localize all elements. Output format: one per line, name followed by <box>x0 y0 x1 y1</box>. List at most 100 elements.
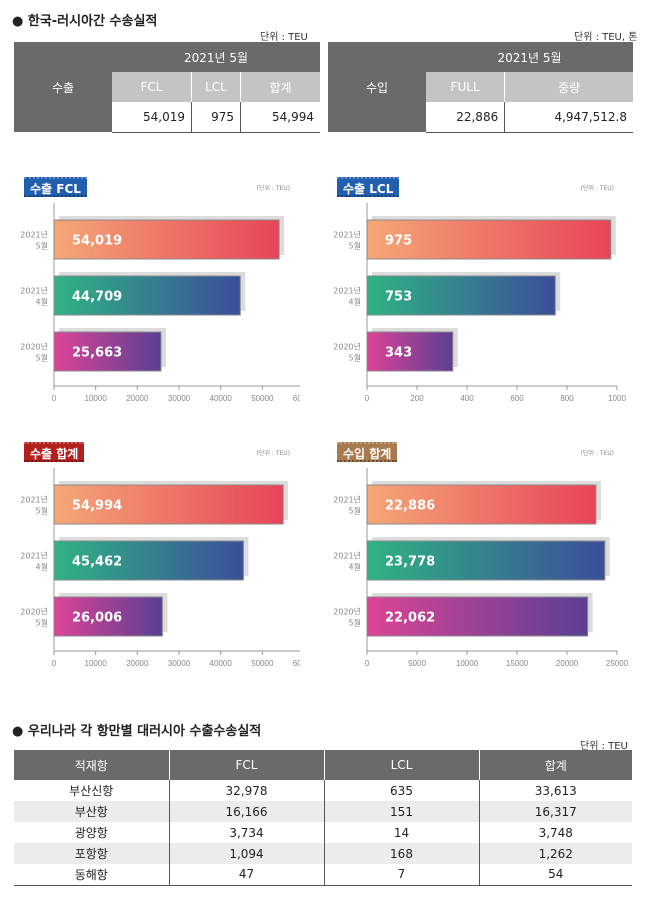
header-port: 적재항 <box>14 750 169 780</box>
bar <box>366 331 454 372</box>
ports-title: ● 우리나라 각 항만별 대러시아 수출수송실적 <box>12 724 262 739</box>
bar <box>366 596 589 637</box>
chart-unit: (단위 : TEU) <box>580 450 614 457</box>
x-tick-label: 0 <box>365 394 370 403</box>
port-fcl: 47 <box>168 864 324 886</box>
bar <box>366 219 612 260</box>
x-tick-label: 10000 <box>456 659 479 668</box>
import-period: 2021년 5월 <box>426 42 633 72</box>
export-row-label: 수출 <box>14 42 112 132</box>
x-tick-label: 600 <box>510 394 524 403</box>
bar-value-label: 753 <box>385 290 412 305</box>
category-label: 4월 <box>349 562 361 572</box>
chart-unit: (단위 : TEU) <box>580 185 614 192</box>
chart-title-badge: 수출 합계 <box>24 442 85 462</box>
x-tick-label: 400 <box>460 394 474 403</box>
category-label: 5월 <box>36 618 48 628</box>
category-label: 4월 <box>349 297 361 307</box>
port-fcl: 16,166 <box>168 801 324 822</box>
x-tick-label: 20000 <box>556 659 579 668</box>
x-tick-label: 10000 <box>85 394 108 403</box>
category-label: 2021년 <box>333 286 361 296</box>
category-label: 5월 <box>36 506 48 516</box>
category-label: 5월 <box>349 618 361 628</box>
table-row: 광양항 3,734 14 3,748 <box>14 822 632 843</box>
category-label: 2020년 <box>20 342 48 352</box>
export-col-lcl: LCL <box>190 72 241 102</box>
import-val-full: 22,886 <box>426 102 505 133</box>
bar-value-label: 22,062 <box>385 611 435 626</box>
port-name: 포항항 <box>14 843 169 864</box>
chart-export-total: 0 10000 20000 30000 40000 50000 60000 54,994 202… <box>0 430 300 680</box>
x-tick-label: 50000 <box>251 659 274 668</box>
bar-value-label: 343 <box>385 346 412 361</box>
port-lcl: 14 <box>323 822 479 843</box>
category-label: 5월 <box>349 353 361 363</box>
bar-value-label: 45,462 <box>72 555 122 570</box>
chart-export-fcl: 0 10000 20000 30000 40000 50000 60000 54,019 202… <box>0 165 300 415</box>
category-label: 4월 <box>36 297 48 307</box>
table-row: 부산항 16,166 151 16,317 <box>14 801 632 822</box>
ports-unit: 단위 : TEU <box>580 741 628 752</box>
port-fcl: 32,978 <box>168 780 324 801</box>
x-tick-label: 0 <box>52 659 57 668</box>
table-row: 부산신항 32,978 635 33,613 <box>14 780 632 801</box>
port-lcl: 168 <box>323 843 479 864</box>
bar-value-label: 44,709 <box>72 290 122 305</box>
x-tick-label: 5000 <box>408 659 426 668</box>
category-label: 2020년 <box>333 342 361 352</box>
header-total: 합계 <box>478 750 632 780</box>
port-name: 광양항 <box>74 826 108 840</box>
x-tick-label: 200 <box>410 394 424 403</box>
header-lcl: LCL <box>323 750 479 780</box>
port-name: 부산항 <box>14 801 169 822</box>
chart-unit: (단위 : TEU) <box>256 450 290 457</box>
bar-value-label: 25,663 <box>72 346 122 361</box>
category-label: 5월 <box>349 506 361 516</box>
category-label: 2021년 <box>20 230 48 240</box>
category-label: 2020년 <box>20 607 48 617</box>
bar <box>53 219 280 260</box>
x-tick-label: 0 <box>365 659 370 668</box>
category-label: 2021년 <box>20 551 48 561</box>
x-tick-label: 20000 <box>126 659 149 668</box>
chart-title-badge: 수출 FCL <box>24 177 87 197</box>
export-col-fcl: FCL <box>112 72 192 102</box>
header-fcl: FCL <box>168 750 324 780</box>
x-tick-label: 800 <box>560 394 574 403</box>
import-col-weight: 중량 <box>504 72 633 102</box>
chart-svg: 0 5000 10000 15000 20000 2500022,8862021년5월23… <box>333 468 629 668</box>
chart-title-badge: 수출 LCL <box>337 177 400 197</box>
chart-title-badge: 수입 합계 <box>337 442 398 462</box>
x-tick-label: 30000 <box>168 659 191 668</box>
x-tick-label: 60000 <box>293 659 300 668</box>
export-val-total: 54,994 <box>240 102 320 133</box>
category-label: 5월 <box>36 241 48 251</box>
table-row: 포항항 1,094 168 1,262 <box>14 843 632 864</box>
category-label: 2020년 <box>333 607 361 617</box>
table-row: 동해항 47 7 54 <box>14 864 632 886</box>
x-tick-label: 10000 <box>85 659 108 668</box>
category-label: 5월 <box>36 353 48 363</box>
bar <box>366 275 556 316</box>
port-lcl: 151 <box>323 801 479 822</box>
bar <box>53 540 244 581</box>
bar-value-label: 26,006 <box>72 611 122 626</box>
port-fcl: 1,094 <box>168 843 324 864</box>
x-tick-label: 25000 <box>606 659 629 668</box>
bar <box>53 331 162 372</box>
port-fcl: 3,734 <box>168 822 324 843</box>
import-summary-table: 수입 2021년 5월 FULL 중량 22,886 4,947,512.8 <box>328 42 633 133</box>
x-tick-label: 50000 <box>251 394 274 403</box>
export-val-fcl: 54,019 <box>112 102 192 133</box>
category-label: 2021년 <box>20 495 48 505</box>
chart-unit: (단위 : TEU) <box>256 185 290 192</box>
port-name: 부산신항 <box>69 784 114 798</box>
category-label: 2021년 <box>20 286 48 296</box>
x-tick-label: 0 <box>52 394 57 403</box>
export-summary-table: 수출 2021년 5월 FCL LCL 합계 54,019 975 54,994 <box>14 42 320 133</box>
x-tick-label: 20000 <box>126 394 149 403</box>
chart-svg: 0 10000 20000 30000 40000 50000 60000 54,019 202… <box>20 203 300 403</box>
import-unit: 단위 : TEU, 톤 <box>574 32 638 43</box>
export-col-total: 합계 <box>240 72 320 102</box>
